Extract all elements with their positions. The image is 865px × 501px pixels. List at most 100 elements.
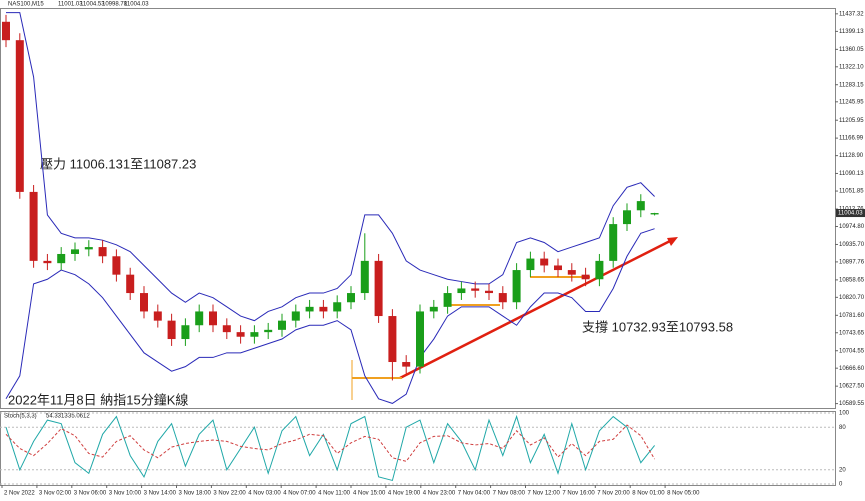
x-tick-label: 4 Nov 11:00 bbox=[318, 491, 351, 497]
y-tick-label: 11051.85 bbox=[839, 189, 864, 195]
candle-body bbox=[98, 247, 107, 257]
stoch-header: Stoch(5,3,3) 54.3313 35.0612 bbox=[4, 414, 90, 420]
ohlc-low: 10998.78 bbox=[102, 2, 128, 8]
candle-body bbox=[567, 270, 576, 275]
candle-body bbox=[443, 293, 452, 307]
candle-body bbox=[402, 362, 411, 367]
candle-body bbox=[222, 325, 231, 333]
candle-body bbox=[554, 265, 562, 271]
candle-body bbox=[71, 249, 79, 254]
y-tick-label: 11437.32 bbox=[839, 11, 864, 17]
ohlc-close: 11004.03 bbox=[124, 2, 149, 8]
band-upper bbox=[6, 12, 655, 322]
y-tick-label: 10935.70 bbox=[839, 242, 865, 248]
y-tick-label: 11166.99 bbox=[839, 136, 864, 142]
candle-body bbox=[181, 325, 190, 340]
x-tick-label: 7 Nov 16:00 bbox=[562, 491, 595, 497]
y-tick-label: 10974.80 bbox=[839, 224, 865, 230]
candle-body bbox=[429, 306, 438, 312]
candle-body bbox=[195, 311, 204, 326]
x-tick-label: 8 Nov 05:00 bbox=[667, 491, 700, 497]
candle-body bbox=[2, 21, 10, 41]
candle-body bbox=[471, 288, 480, 291]
band-lower bbox=[5, 228, 655, 404]
arrow-head bbox=[667, 237, 678, 246]
x-tick-label: 3 Nov 10:00 bbox=[109, 491, 142, 497]
stoch-area bbox=[0, 412, 835, 485]
stoch-tick-label: 100 bbox=[839, 411, 850, 417]
y-tick-label: 11322.10 bbox=[839, 64, 864, 70]
candle-body bbox=[319, 306, 328, 312]
price-label: 11004.03 bbox=[838, 211, 863, 217]
x-tick-label: 3 Nov 14:00 bbox=[144, 491, 177, 497]
y-tick-label: 11283.15 bbox=[839, 82, 864, 88]
candle-body bbox=[84, 247, 93, 250]
stoch-tick-label: 0 bbox=[839, 482, 843, 488]
candle-body bbox=[636, 201, 645, 211]
y-tick-label: 10627.50 bbox=[839, 384, 865, 390]
y-tick-label: 11128.90 bbox=[839, 153, 864, 159]
candle-body bbox=[126, 274, 135, 294]
candle-body bbox=[140, 293, 148, 312]
candle-body bbox=[595, 260, 604, 280]
candle-body bbox=[360, 260, 369, 294]
x-tick-label: 3 Nov 18:00 bbox=[179, 491, 212, 497]
candle-body bbox=[153, 311, 162, 321]
ohlc-open: 11001.03 bbox=[58, 2, 83, 8]
main-panel bbox=[0, 8, 836, 409]
x-tick-label: 7 Nov 12:00 bbox=[528, 491, 561, 497]
candle-body bbox=[250, 332, 259, 337]
candle-body bbox=[374, 260, 383, 317]
y-tick-label: 10781.60 bbox=[839, 313, 865, 319]
support-note: 支撐 10732.93至10793.58 bbox=[582, 319, 733, 334]
x-tick-label: 4 Nov 15:00 bbox=[353, 491, 386, 497]
title-bar: NAS100,M15 11001.03 11004.53 10998.78 11… bbox=[8, 2, 149, 8]
candle-body bbox=[305, 306, 314, 312]
candle-body bbox=[236, 332, 245, 337]
candle-body bbox=[512, 270, 521, 303]
ohlc-high: 11004.53 bbox=[80, 2, 105, 8]
y-tick-label: 10897.76 bbox=[839, 259, 865, 265]
candle-body bbox=[264, 329, 273, 333]
chart-caption: 2022年11月8日 納指15分鐘K線 bbox=[8, 392, 188, 407]
y-tick-label: 10743.65 bbox=[839, 330, 865, 336]
x-tick-label: 3 Nov 02:00 bbox=[39, 491, 72, 497]
resistance-note: 壓力 11006.131至11087.23 bbox=[40, 156, 196, 171]
price-box bbox=[836, 209, 865, 218]
candle-body bbox=[291, 311, 300, 321]
candle-body bbox=[581, 274, 590, 280]
x-tick-label: 8 Nov 01:00 bbox=[632, 491, 665, 497]
y-tick-label: 10704.55 bbox=[839, 348, 865, 354]
candle-body bbox=[278, 320, 286, 330]
stoch-panel bbox=[0, 411, 836, 486]
y-tick-label: 11399.13 bbox=[839, 29, 864, 35]
y-tick-label: 11245.95 bbox=[839, 99, 864, 105]
candle-body bbox=[609, 224, 618, 261]
candle-body bbox=[209, 311, 217, 326]
candle-body bbox=[526, 258, 535, 271]
stoch-d bbox=[5, 424, 656, 462]
candle-body bbox=[388, 316, 397, 363]
candle-body bbox=[498, 293, 507, 303]
x-tick-label: 2 Nov 2022 bbox=[4, 491, 35, 497]
y-tick-label: 10820.70 bbox=[839, 295, 865, 301]
y-tick-label: 10858.65 bbox=[839, 277, 865, 283]
candle-body bbox=[167, 320, 176, 340]
candle-body bbox=[457, 288, 466, 294]
candle-body bbox=[112, 256, 121, 275]
trend-arrow bbox=[399, 238, 673, 380]
stoch-k bbox=[5, 414, 655, 482]
candle-body bbox=[347, 293, 355, 303]
candle-body bbox=[540, 258, 549, 266]
y-tick-label: 11360.05 bbox=[839, 47, 864, 53]
candle-body bbox=[650, 213, 659, 215]
stoch-label: Stoch(5,3,3) bbox=[4, 414, 37, 420]
candle-body bbox=[333, 302, 342, 312]
stoch-k-value: 54.3313 bbox=[46, 414, 68, 420]
stoch-d-value: 35.0612 bbox=[68, 414, 90, 420]
candle-body bbox=[15, 40, 24, 192]
stoch-tick-label: 20 bbox=[839, 467, 846, 473]
x-tick-label: 4 Nov 03:00 bbox=[248, 491, 281, 497]
